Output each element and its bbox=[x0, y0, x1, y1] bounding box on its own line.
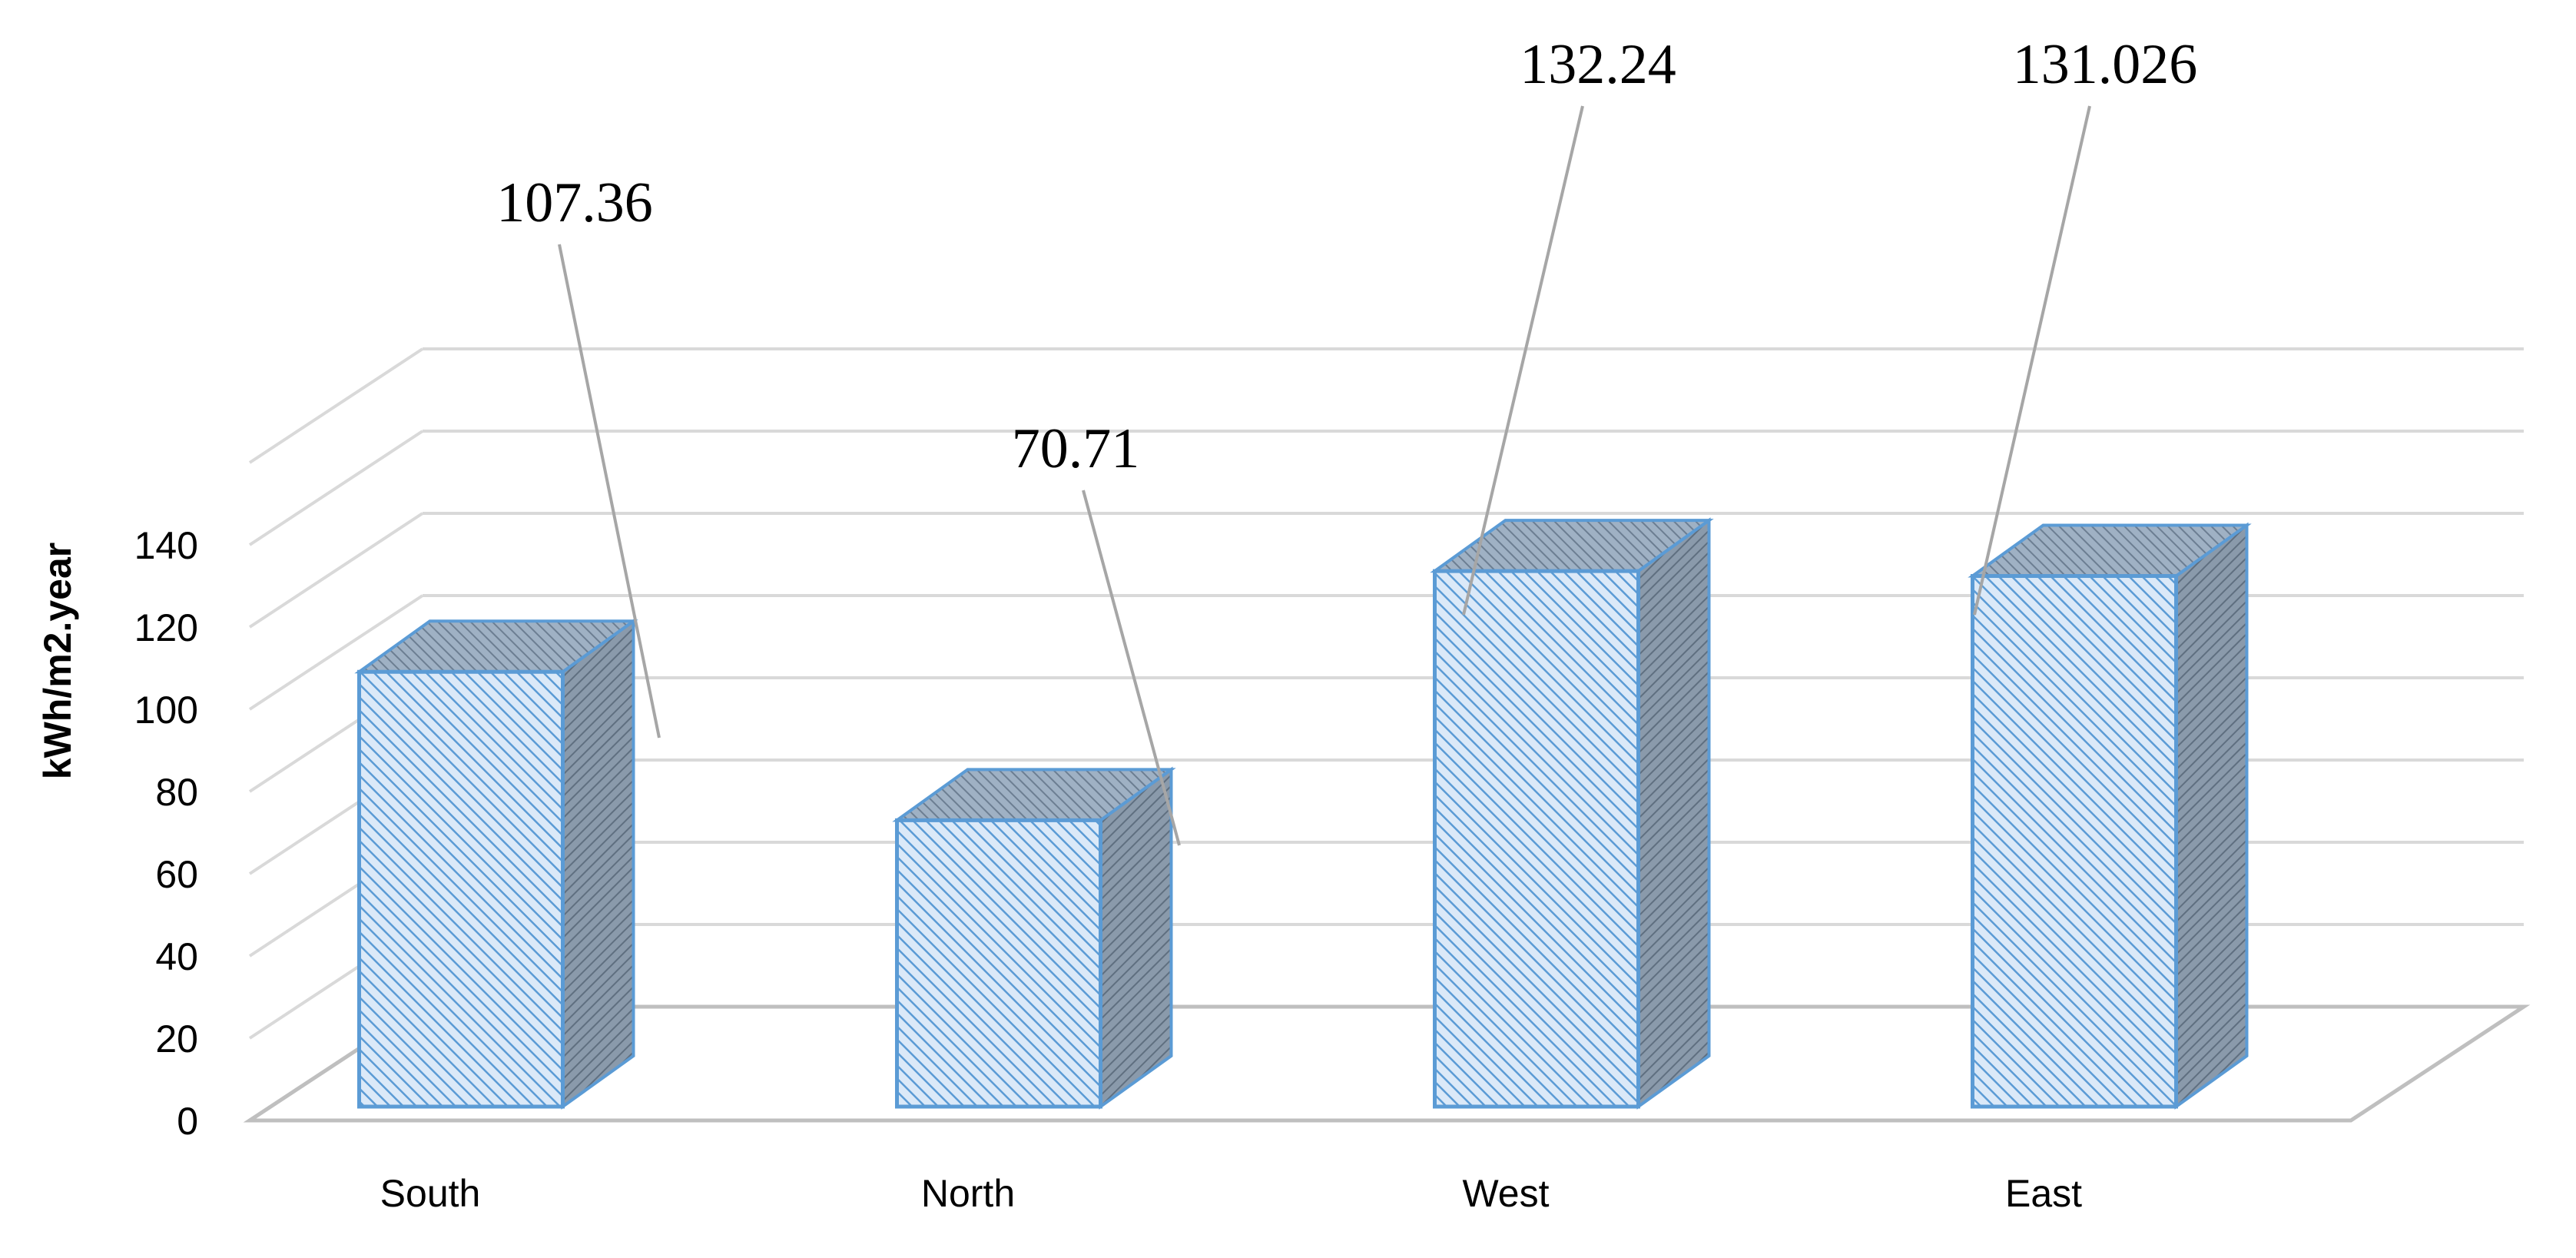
leader-line bbox=[558, 244, 661, 739]
bar-side-south bbox=[561, 618, 635, 1110]
bar-side-west bbox=[1636, 517, 1711, 1110]
y-tick-label: 20 bbox=[155, 1017, 198, 1061]
category-labels: South North West East bbox=[380, 1172, 2082, 1215]
leader-lines bbox=[558, 105, 2091, 846]
gridline-diagonal bbox=[248, 594, 424, 711]
y-tick-label: 0 bbox=[177, 1100, 198, 1143]
data-labels: 107.36 70.71 132.24 131.026 bbox=[496, 33, 2197, 480]
gridline-diagonal bbox=[248, 430, 424, 546]
y-tick-label: 100 bbox=[134, 689, 198, 732]
data-label-north: 70.71 bbox=[1012, 417, 1140, 480]
y-tick-label: 120 bbox=[134, 606, 198, 649]
bar-north bbox=[895, 818, 1102, 1109]
y-axis-ticks: 0 20 40 60 80 100 120 140 bbox=[134, 524, 198, 1143]
x-category-label: East bbox=[2005, 1172, 2082, 1215]
bar-west bbox=[1433, 569, 1640, 1109]
leader-line bbox=[1462, 105, 1584, 616]
leader-line bbox=[1973, 105, 2091, 616]
gridline-diagonal bbox=[248, 347, 424, 464]
bars bbox=[354, 517, 2252, 1110]
x-category-label: North bbox=[921, 1172, 1015, 1215]
y-tick-label: 140 bbox=[134, 524, 198, 567]
data-label-east: 131.026 bbox=[2013, 33, 2198, 96]
y-tick-label: 60 bbox=[155, 853, 198, 896]
y-axis-title: kWh/m2.year bbox=[36, 543, 79, 779]
data-label-south: 107.36 bbox=[496, 171, 653, 234]
x-category-label: South bbox=[380, 1172, 481, 1215]
bar-east bbox=[1971, 574, 2178, 1109]
y-tick-label: 80 bbox=[155, 771, 198, 814]
x-category-label: West bbox=[1463, 1172, 1550, 1215]
gridline-diagonal bbox=[248, 512, 424, 629]
data-label-west: 132.24 bbox=[1520, 33, 1676, 96]
bar-south bbox=[357, 669, 565, 1109]
bar-side-east bbox=[2174, 522, 2249, 1110]
leader-line bbox=[1082, 490, 1181, 846]
bar-side-north bbox=[1099, 766, 1173, 1110]
y-tick-label: 40 bbox=[155, 935, 198, 978]
